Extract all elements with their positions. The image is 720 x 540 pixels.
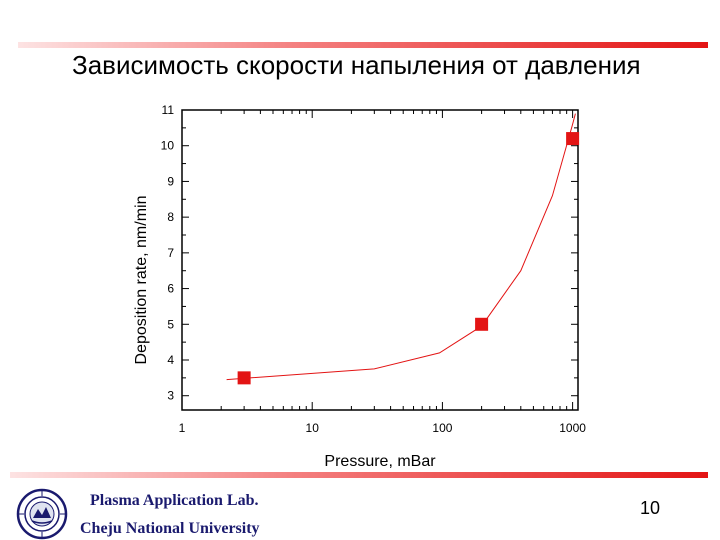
bottom-accent-bar — [10, 472, 708, 478]
chart: 1 10 100 1000 3 4 5 6 7 8 9 10 11 Pressure, mBar Depos… — [133, 103, 586, 470]
data-point-marker — [475, 317, 489, 331]
data-point-marker — [237, 371, 251, 385]
slide-title: Зависимость скорости напыления от давлен… — [72, 50, 641, 80]
university-name: Cheju National University — [80, 520, 260, 537]
university-seal-logo — [16, 488, 68, 540]
x-tick-label: 1000 — [559, 421, 586, 435]
lab-name: Plasma Application Lab. — [90, 492, 259, 509]
data-point-marker — [566, 132, 580, 146]
fit-curve-line — [226, 113, 576, 381]
chart-layer: 1 10 100 1000 3 4 5 6 7 8 9 10 11 Pressure, mBar Depos… — [133, 103, 586, 470]
plot-frame — [181, 109, 579, 411]
y-tick-label: 8 — [167, 210, 174, 224]
x-tick-label: 100 — [432, 421, 452, 435]
y-axis-label: Deposition rate, nm/min — [133, 196, 150, 365]
y-tick-label: 7 — [167, 246, 174, 260]
y-tick-label: 6 — [167, 282, 174, 296]
page-number: 10 — [640, 498, 661, 518]
x-axis-label: Pressure, mBar — [324, 453, 436, 470]
y-tick-label: 4 — [167, 353, 174, 367]
y-tick-label: 11 — [162, 103, 175, 117]
y-tick-label: 3 — [167, 389, 174, 403]
x-tick-label: 1 — [179, 421, 186, 435]
y-tick-label: 9 — [167, 174, 174, 188]
x-tick-label: 10 — [306, 421, 320, 435]
y-tick-label: 5 — [167, 317, 174, 331]
top-accent-bar — [18, 42, 708, 48]
y-tick-label: 10 — [161, 139, 175, 153]
